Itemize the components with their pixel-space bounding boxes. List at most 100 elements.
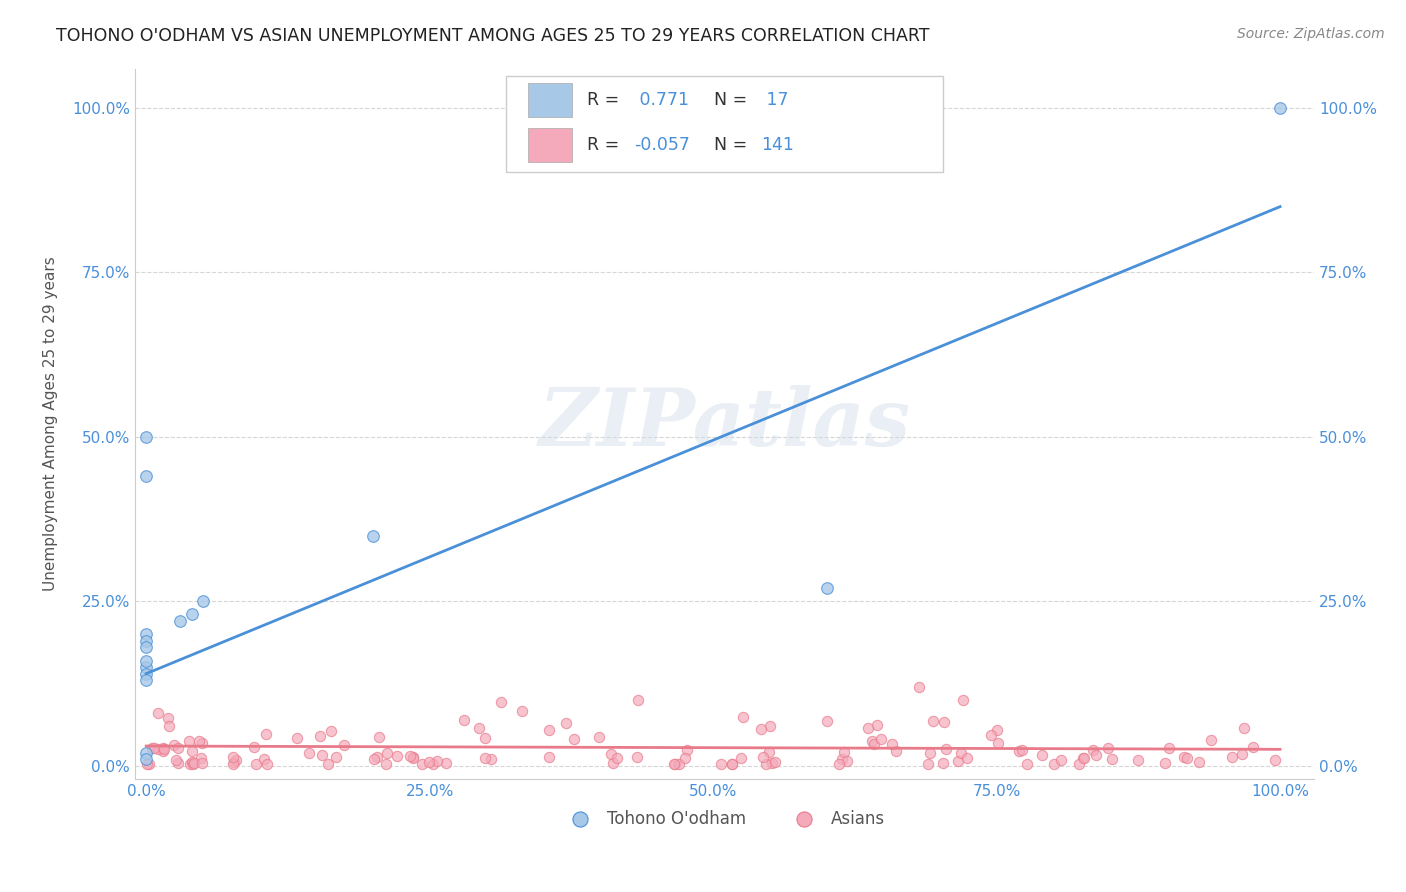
Point — [935, 742, 957, 756]
Point — [720, 756, 742, 771]
Text: 0.771: 0.771 — [634, 91, 689, 109]
Point — [190, 756, 212, 771]
Point — [675, 742, 697, 756]
Point — [135, 469, 157, 483]
Point — [298, 746, 321, 760]
Point — [181, 756, 204, 771]
Point — [387, 748, 409, 763]
Point — [758, 745, 780, 759]
Point — [980, 728, 1002, 742]
Text: R =: R = — [586, 91, 624, 109]
Point — [626, 749, 648, 764]
Point — [1043, 756, 1066, 771]
Point — [668, 756, 690, 771]
Point — [375, 756, 398, 771]
Point — [828, 756, 851, 771]
Point — [167, 756, 190, 771]
Point — [537, 749, 560, 764]
Point — [956, 751, 979, 765]
Point — [311, 748, 333, 763]
Point — [510, 704, 533, 718]
Point — [1101, 752, 1123, 766]
Point — [135, 627, 157, 641]
Point — [169, 614, 191, 628]
Point — [932, 756, 955, 770]
Y-axis label: Unemployment Among Ages 25 to 29 years: Unemployment Among Ages 25 to 29 years — [44, 256, 58, 591]
Point — [710, 756, 733, 771]
Point — [135, 666, 157, 681]
Point — [426, 754, 449, 768]
Point — [361, 528, 384, 542]
Point — [434, 756, 457, 771]
Point — [1011, 743, 1033, 757]
Point — [402, 750, 425, 764]
Point — [190, 751, 212, 765]
Point — [142, 741, 165, 756]
Point — [180, 607, 202, 622]
Point — [755, 756, 778, 771]
Point — [135, 756, 157, 771]
FancyBboxPatch shape — [506, 76, 942, 171]
Point — [862, 737, 884, 751]
FancyBboxPatch shape — [527, 83, 572, 117]
Point — [1067, 756, 1090, 771]
Point — [252, 752, 274, 766]
Point — [537, 723, 560, 737]
Point — [402, 751, 425, 765]
Point — [761, 756, 783, 770]
Point — [474, 731, 496, 746]
Point — [375, 746, 398, 760]
Point — [1084, 748, 1107, 763]
Point — [368, 730, 391, 744]
Point — [1188, 755, 1211, 769]
Point — [600, 747, 623, 761]
Point — [418, 755, 440, 769]
Point — [835, 754, 858, 768]
Point — [664, 756, 686, 771]
Point — [321, 723, 343, 738]
Point — [1199, 732, 1222, 747]
Point — [135, 653, 157, 667]
Point — [831, 752, 853, 766]
Point — [1173, 749, 1195, 764]
Point — [254, 727, 277, 741]
Point — [763, 755, 786, 769]
Point — [224, 755, 246, 769]
Point — [285, 731, 308, 745]
Point — [1081, 743, 1104, 757]
Text: N =: N = — [714, 136, 752, 154]
Point — [1154, 756, 1177, 771]
Point — [884, 744, 907, 758]
Point — [245, 756, 267, 771]
Point — [157, 719, 180, 733]
Point — [1097, 741, 1119, 756]
Point — [152, 744, 174, 758]
Text: R =: R = — [586, 136, 624, 154]
Point — [1073, 750, 1095, 764]
Point — [1268, 101, 1291, 115]
Point — [181, 744, 204, 758]
Point — [673, 751, 696, 765]
Point — [422, 756, 444, 771]
Point — [399, 748, 422, 763]
Point — [921, 714, 943, 729]
Point — [860, 734, 883, 748]
Point — [1015, 756, 1038, 771]
Point — [191, 736, 214, 750]
Point — [946, 754, 969, 768]
Point — [411, 756, 433, 771]
Point — [832, 745, 855, 759]
Point — [1008, 744, 1031, 758]
Point — [880, 737, 903, 751]
Text: ZIPatlas: ZIPatlas — [538, 385, 911, 462]
Point — [602, 756, 624, 771]
Point — [733, 710, 755, 724]
Text: -0.057: -0.057 — [634, 136, 689, 154]
Point — [1230, 747, 1253, 761]
Point — [163, 738, 186, 752]
Point — [332, 738, 354, 752]
Point — [932, 715, 955, 730]
Point — [141, 741, 163, 756]
Point — [1073, 751, 1095, 765]
Point — [135, 752, 157, 766]
